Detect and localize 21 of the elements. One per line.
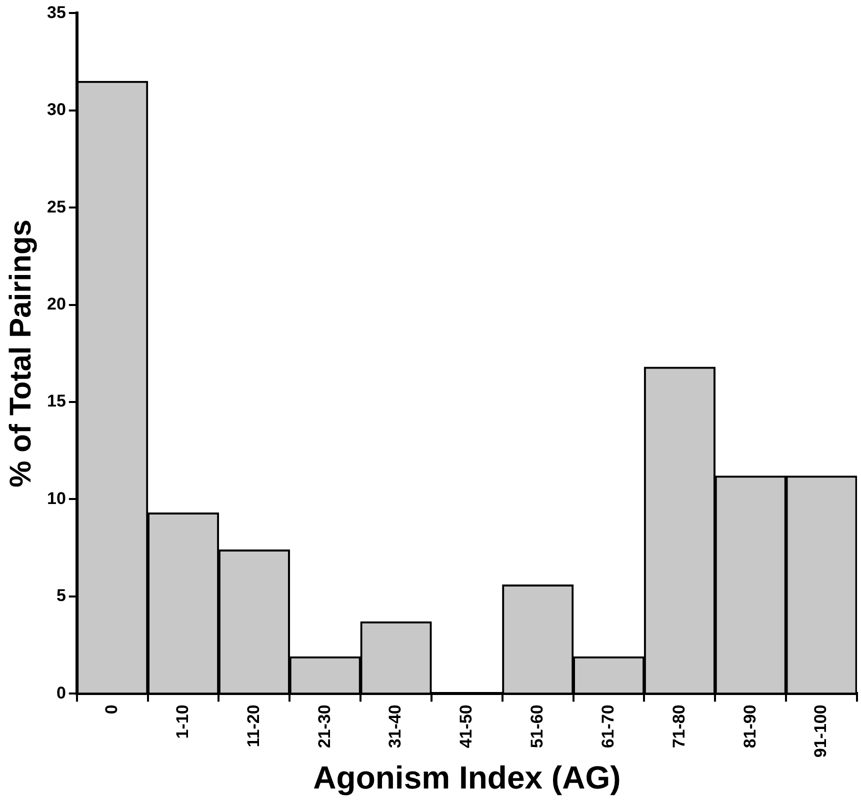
x-tick-label: 71-80 xyxy=(669,704,688,748)
y-axis-title: % of Total Pairings xyxy=(4,220,38,488)
y-tick-label: 35 xyxy=(46,2,66,22)
x-tick-label: 81-90 xyxy=(740,704,760,748)
y-tick-label: 25 xyxy=(46,197,66,216)
y-tick-label: 20 xyxy=(46,294,66,314)
x-tick-label: 51-60 xyxy=(528,704,547,748)
x-tick-label: 31-40 xyxy=(386,704,405,748)
y-tick-label: 15 xyxy=(46,392,66,411)
x-axis-title: Agonism Index (AG) xyxy=(313,760,621,796)
x-tick-label: 1-10 xyxy=(172,704,192,739)
y-tick-label: 5 xyxy=(56,586,66,606)
x-tick-label: 11-20 xyxy=(244,704,263,748)
y-tick-label: 10 xyxy=(46,488,66,508)
x-tick-label: 21-30 xyxy=(314,704,334,748)
x-tick-label: 61-70 xyxy=(598,704,618,748)
x-tick-label: 0 xyxy=(102,704,122,714)
y-tick-label: 0 xyxy=(56,683,66,702)
y-tick-label: 30 xyxy=(46,100,66,120)
x-tick-label: 41-50 xyxy=(456,704,476,748)
x-tick-label: 91-100 xyxy=(811,704,830,758)
